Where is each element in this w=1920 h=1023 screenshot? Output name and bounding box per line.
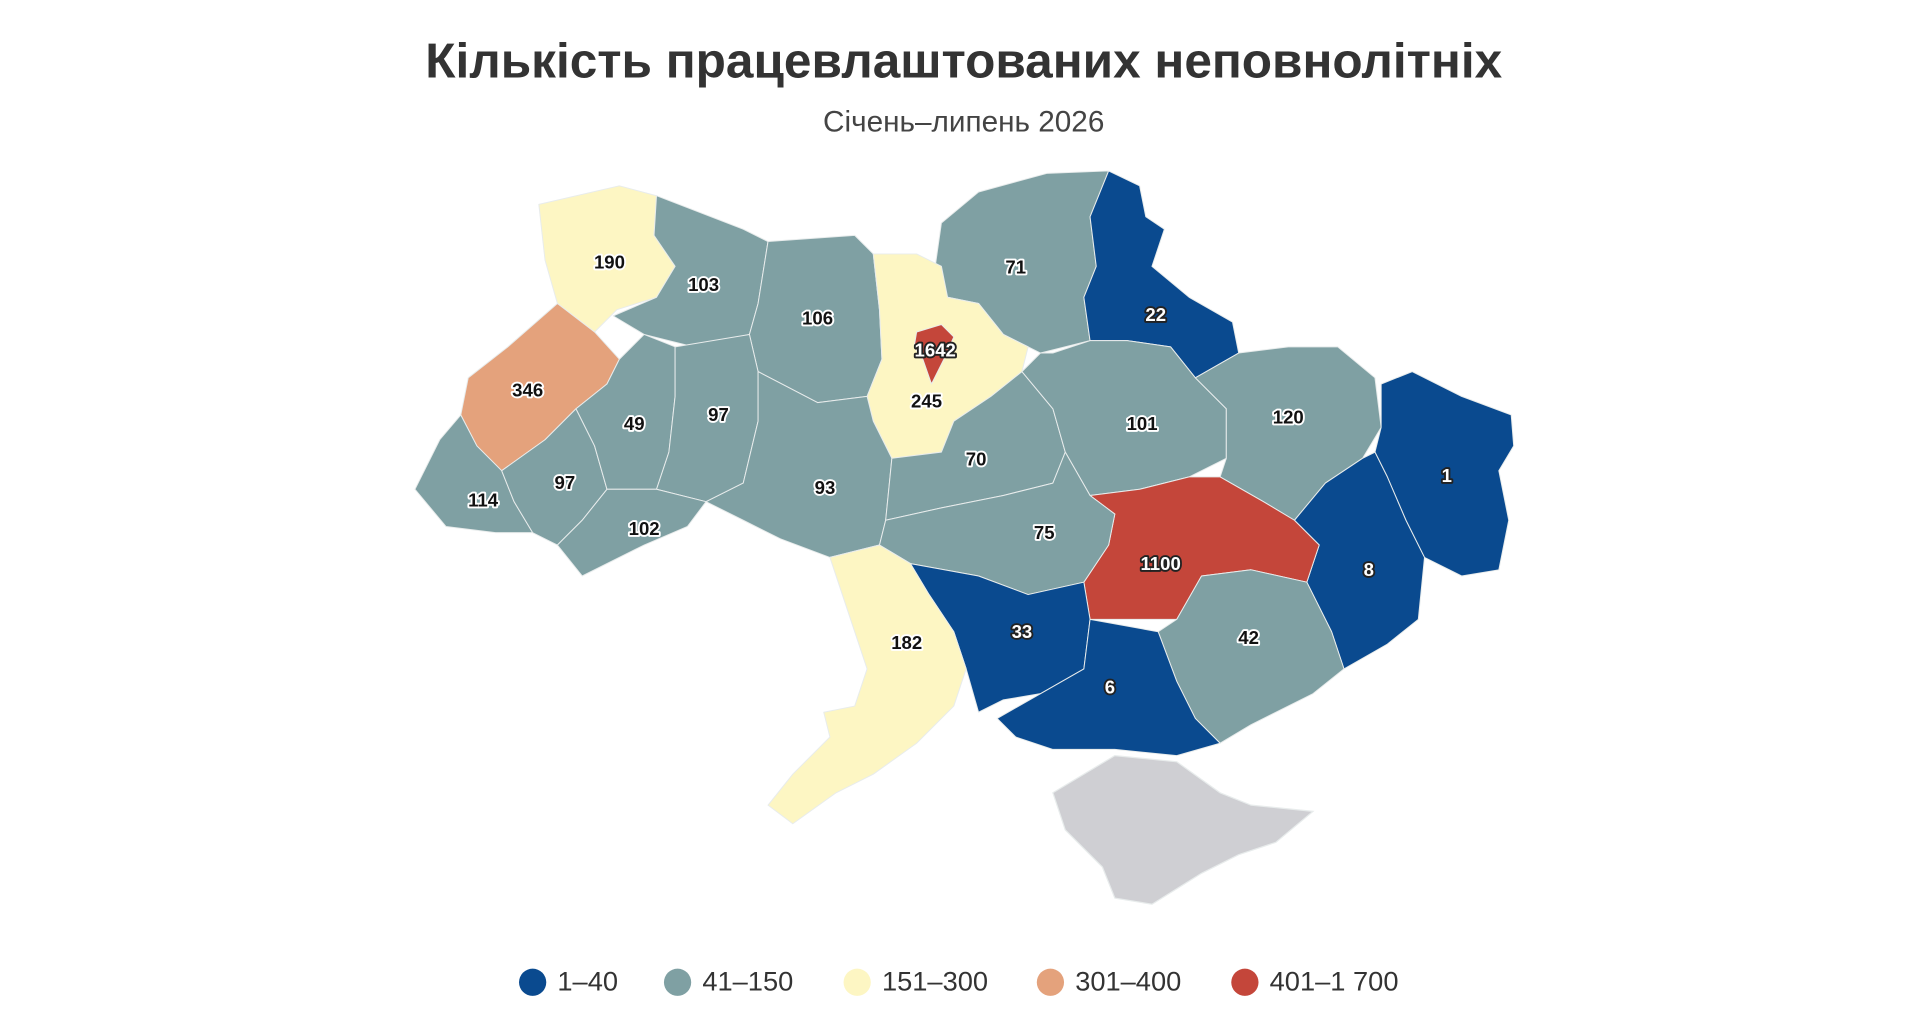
region-value-label: 75 xyxy=(1034,522,1055,543)
region-value-label: 33 xyxy=(1012,621,1033,642)
region-value-label: 102 xyxy=(629,518,660,539)
legend-swatch xyxy=(663,968,692,996)
region-value-label: 97 xyxy=(708,404,729,425)
region-value-label: 114 xyxy=(468,490,499,511)
legend-swatch xyxy=(1036,968,1065,996)
legend-swatch xyxy=(1231,968,1259,996)
crimea-region xyxy=(1052,754,1315,905)
region-value-label: 103 xyxy=(688,274,719,295)
region-value-label: 1642 xyxy=(915,340,956,361)
region xyxy=(556,488,707,577)
region-value-label: 1 xyxy=(1442,465,1452,486)
region-value-label: 49 xyxy=(624,413,645,434)
region xyxy=(996,618,1221,757)
region-value-label: 6 xyxy=(1105,677,1115,698)
region-value-label: 101 xyxy=(1127,413,1158,434)
region-value-label: 346 xyxy=(512,379,543,400)
legend-label: 1–40 xyxy=(557,966,618,997)
legend-swatch xyxy=(519,968,547,996)
title: Кількість працевлаштованих неповнолітніх xyxy=(425,34,1502,89)
region-value-label: 70 xyxy=(966,449,987,470)
region-value-label: 190 xyxy=(594,252,625,273)
region-value-label: 8 xyxy=(1364,559,1374,580)
map-root: Кількість працевлаштованих неповнолітніх… xyxy=(414,34,1515,997)
region-value-label: 120 xyxy=(1273,407,1304,428)
region xyxy=(913,324,955,385)
region-value-label: 42 xyxy=(1238,627,1259,648)
region-value-label: 106 xyxy=(802,307,833,328)
legend-label: 301–400 xyxy=(1075,966,1181,997)
region-value-label: 182 xyxy=(891,632,922,653)
legend: 1–40 41–150 151–300 301–400 401–1 700 xyxy=(519,966,1398,997)
region xyxy=(414,414,534,534)
region-value-label: 245 xyxy=(911,390,942,411)
legend-label: 151–300 xyxy=(882,966,988,997)
legend-swatch xyxy=(843,968,871,996)
region-value-label: 93 xyxy=(815,477,836,498)
region-value-label: 22 xyxy=(1145,304,1166,325)
legend-label: 41–150 xyxy=(702,966,793,997)
region-value-label: 71 xyxy=(1005,257,1026,278)
regions xyxy=(414,170,1515,825)
legend-label: 401–1 700 xyxy=(1270,966,1399,997)
region-value-label: 97 xyxy=(555,472,576,493)
subtitle: Січень–липень 2026 xyxy=(823,106,1104,139)
region-value-label: 1100 xyxy=(1141,553,1181,574)
region xyxy=(767,544,967,825)
region xyxy=(612,195,769,348)
